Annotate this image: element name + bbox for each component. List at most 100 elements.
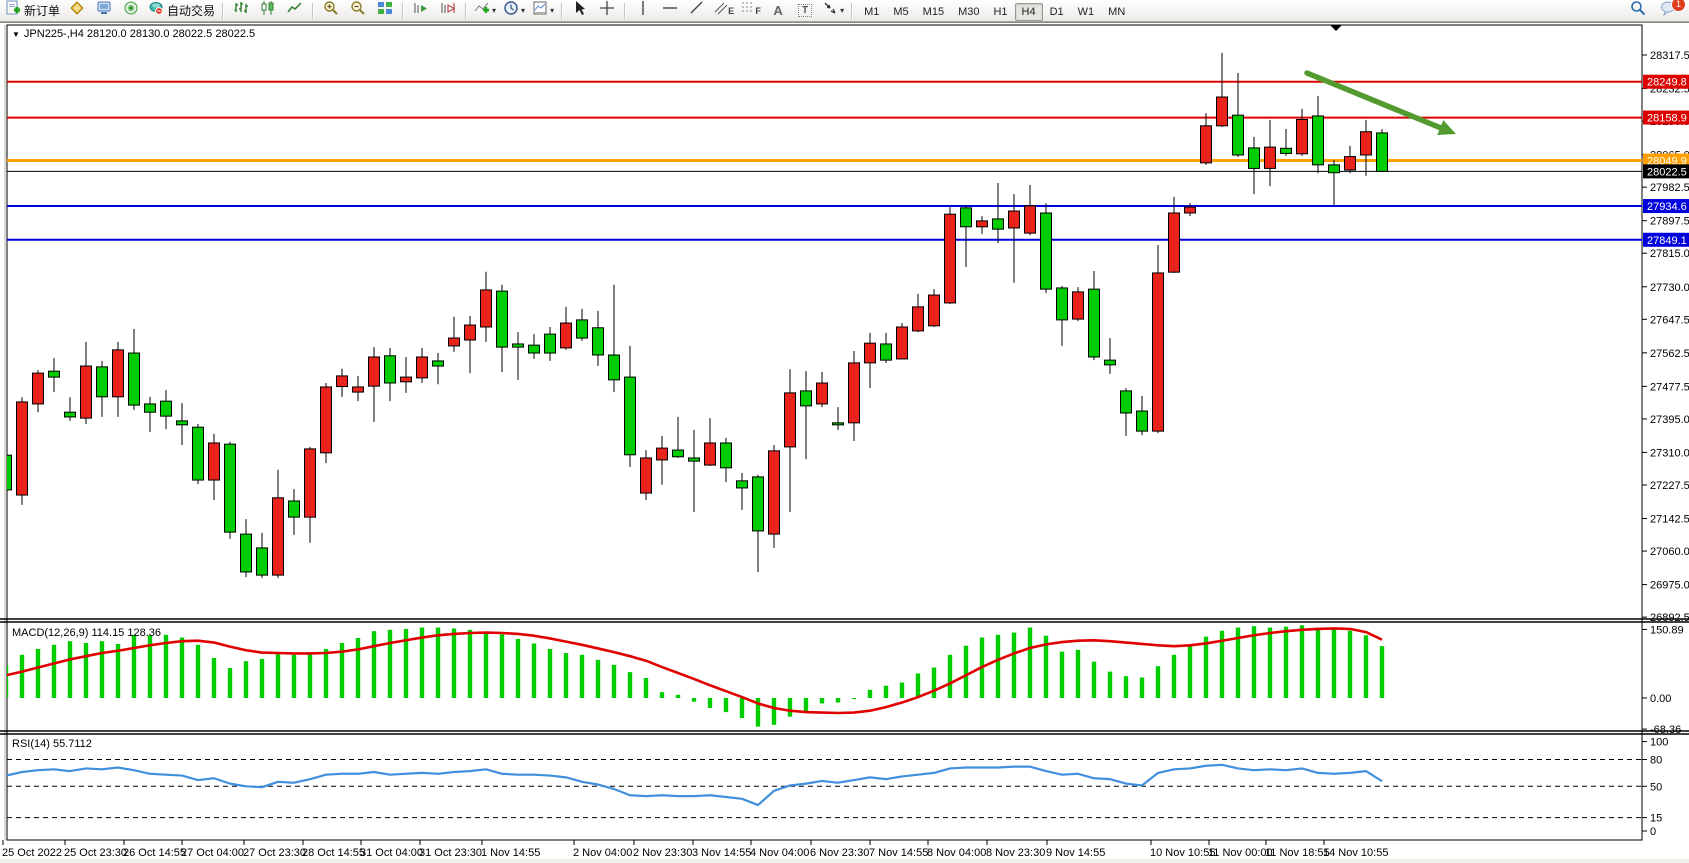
arrows-tool-button[interactable]: ▾ xyxy=(819,0,847,22)
svg-text:28158.9: 28158.9 xyxy=(1647,113,1687,125)
candles-layer xyxy=(7,52,1388,578)
candle xyxy=(992,218,1004,230)
templates-button[interactable]: ▾ xyxy=(529,0,557,22)
symbol-ohlc-text: JPN225-,H4 28120.0 28130.0 28022.5 28022… xyxy=(23,28,256,40)
timeframe-group: M1 M5 M15 M30 H1 H4 D1 W1 MN xyxy=(857,2,1132,21)
toolbar-separator xyxy=(222,2,225,19)
candle xyxy=(240,533,252,573)
svg-text:27060.0: 27060.0 xyxy=(1650,546,1689,558)
candle xyxy=(368,356,380,387)
candle xyxy=(592,327,604,356)
periods-button[interactable]: ▾ xyxy=(500,0,528,22)
svg-text:15: 15 xyxy=(1650,813,1662,825)
candlestick-button[interactable] xyxy=(255,0,281,22)
svg-text:50: 50 xyxy=(1650,781,1662,793)
timeframe-m1[interactable]: M1 xyxy=(864,5,880,18)
candle xyxy=(64,411,76,418)
candle xyxy=(304,448,316,518)
cursor-icon xyxy=(572,0,588,21)
svg-text:25 Oct 23:30: 25 Oct 23:30 xyxy=(64,847,127,859)
svg-text:28317.5: 28317.5 xyxy=(1650,50,1689,62)
trend-arrow[interactable] xyxy=(1304,70,1456,135)
svg-text:28249.8: 28249.8 xyxy=(1647,77,1687,89)
notifications-button[interactable]: 1 xyxy=(1655,0,1686,22)
timeframe-w1[interactable]: W1 xyxy=(1077,5,1095,18)
chevron-down-icon: ▾ xyxy=(550,6,555,15)
search-button[interactable] xyxy=(1625,0,1651,22)
price-label-28022.5: 28022.5 xyxy=(1643,164,1689,179)
candle xyxy=(1040,212,1052,290)
timeframe-m30[interactable]: M30 xyxy=(958,5,980,18)
fibonacci-button[interactable]: F xyxy=(738,0,764,22)
line-chart-button[interactable] xyxy=(282,0,308,22)
signals-button[interactable] xyxy=(118,0,144,22)
candle xyxy=(656,447,668,461)
new-order-button[interactable]: 新订单 xyxy=(2,0,63,22)
zoom-out-button[interactable] xyxy=(345,0,371,22)
zoom-in-button[interactable] xyxy=(318,0,344,22)
text-label-button[interactable]: T xyxy=(792,0,818,22)
auto-scroll-button[interactable] xyxy=(408,0,434,22)
timeframe-mn[interactable]: MN xyxy=(1108,5,1126,18)
candle xyxy=(816,382,828,405)
vertical-line-button[interactable] xyxy=(630,0,656,22)
auto-trading-button[interactable]: 自动交易 xyxy=(145,0,218,22)
clock-icon xyxy=(503,0,519,21)
gem-button[interactable] xyxy=(64,0,90,22)
chart-background xyxy=(0,23,1689,863)
data-window-button[interactable] xyxy=(91,0,117,22)
bar-chart-button[interactable] xyxy=(228,0,254,22)
candle xyxy=(704,442,716,466)
indicators-button[interactable]: ▾ xyxy=(471,0,499,22)
candle xyxy=(576,319,588,339)
toolbar-separator xyxy=(624,2,627,19)
candle xyxy=(1232,114,1244,156)
horizontal-lines-layer[interactable] xyxy=(7,80,1642,241)
candle xyxy=(272,497,284,576)
candle xyxy=(1152,272,1164,432)
scroll-position-marker[interactable] xyxy=(1330,25,1342,31)
candle xyxy=(1120,390,1132,414)
candle xyxy=(560,322,572,349)
candle xyxy=(512,343,524,348)
candle xyxy=(400,376,412,383)
svg-text:27142.5: 27142.5 xyxy=(1650,514,1689,526)
svg-text:27849.1: 27849.1 xyxy=(1647,235,1687,247)
svg-text:27 Oct 04:00: 27 Oct 04:00 xyxy=(181,847,244,859)
candle xyxy=(784,392,796,448)
candle xyxy=(192,426,204,481)
candle xyxy=(160,400,172,417)
rsi-layer xyxy=(7,763,1383,807)
chart-canvas[interactable]: 28317.528232.528150.028065.027982.527897… xyxy=(0,23,1689,863)
arrows-icon xyxy=(822,0,838,21)
candle xyxy=(48,370,60,378)
timeframe-h4[interactable]: H4 xyxy=(1014,2,1043,21)
collapse-arrow-icon[interactable]: ▼ xyxy=(12,29,20,39)
window-bottom-edge xyxy=(0,859,1689,863)
trendline-button[interactable] xyxy=(684,0,710,22)
price-axis[interactable]: 28317.528232.528150.028065.027982.527897… xyxy=(1642,50,1689,624)
svg-text:7 Nov 14:55: 7 Nov 14:55 xyxy=(869,847,928,859)
text-tool-button[interactable]: A xyxy=(765,0,791,22)
candle xyxy=(896,326,908,360)
timeframe-m15[interactable]: M15 xyxy=(922,5,945,18)
svg-text:1 Nov 14:55: 1 Nov 14:55 xyxy=(481,847,540,859)
chart-shift-button[interactable] xyxy=(435,0,461,22)
crosshair-button[interactable] xyxy=(594,0,620,22)
candle xyxy=(736,480,748,489)
candle xyxy=(624,376,636,456)
timeframe-h1[interactable]: H1 xyxy=(993,5,1008,18)
timeframe-m5[interactable]: M5 xyxy=(893,5,909,18)
horizontal-line-button[interactable] xyxy=(657,0,683,22)
cursor-button[interactable] xyxy=(567,0,593,22)
candle xyxy=(128,352,140,406)
chart-window[interactable]: 28317.528232.528150.028065.027982.527897… xyxy=(0,23,1689,863)
tile-windows-button[interactable] xyxy=(372,0,398,22)
channel-button[interactable]: E xyxy=(711,0,737,22)
candle xyxy=(480,289,492,328)
new-order-label: 新订单 xyxy=(24,4,61,18)
macd-signal-line xyxy=(7,627,1383,715)
toolbar-separator xyxy=(402,2,405,19)
timeframe-d1[interactable]: D1 xyxy=(1049,5,1064,18)
